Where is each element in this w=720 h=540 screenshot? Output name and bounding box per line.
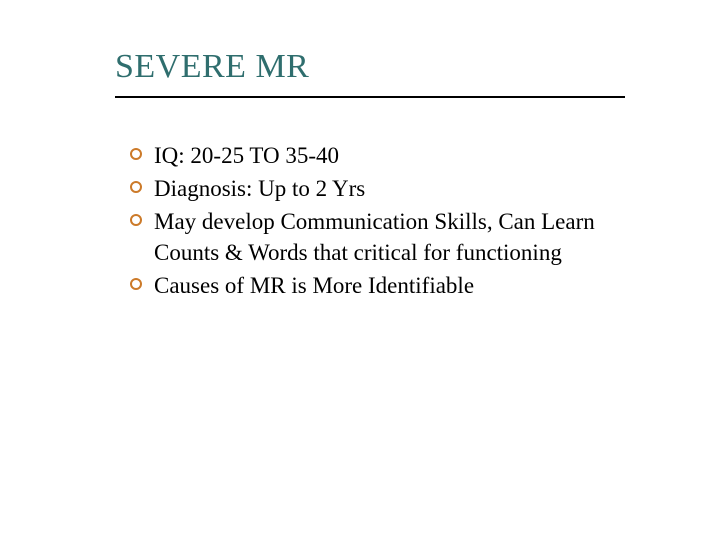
bullet-icon bbox=[130, 148, 142, 160]
bullet-icon bbox=[130, 214, 142, 226]
bullet-text: IQ: 20-25 TO 35-40 bbox=[154, 140, 620, 171]
bullet-list: IQ: 20-25 TO 35-40 Diagnosis: Up to 2 Yr… bbox=[130, 140, 620, 301]
bullet-icon bbox=[130, 278, 142, 290]
slide: SEVERE MR IQ: 20-25 TO 35-40 Diagnosis: … bbox=[0, 0, 720, 540]
bullet-text: Causes of MR is More Identifiable bbox=[154, 270, 620, 301]
slide-title: SEVERE MR bbox=[115, 48, 309, 86]
bullet-icon bbox=[130, 181, 142, 193]
list-item: IQ: 20-25 TO 35-40 bbox=[130, 140, 620, 171]
list-item: May develop Communication Skills, Can Le… bbox=[130, 206, 620, 268]
title-underline bbox=[115, 96, 625, 98]
bullet-text: Diagnosis: Up to 2 Yrs bbox=[154, 173, 620, 204]
list-item: Causes of MR is More Identifiable bbox=[130, 270, 620, 301]
slide-body: IQ: 20-25 TO 35-40 Diagnosis: Up to 2 Yr… bbox=[130, 140, 620, 303]
list-item: Diagnosis: Up to 2 Yrs bbox=[130, 173, 620, 204]
bullet-text: May develop Communication Skills, Can Le… bbox=[154, 206, 620, 268]
